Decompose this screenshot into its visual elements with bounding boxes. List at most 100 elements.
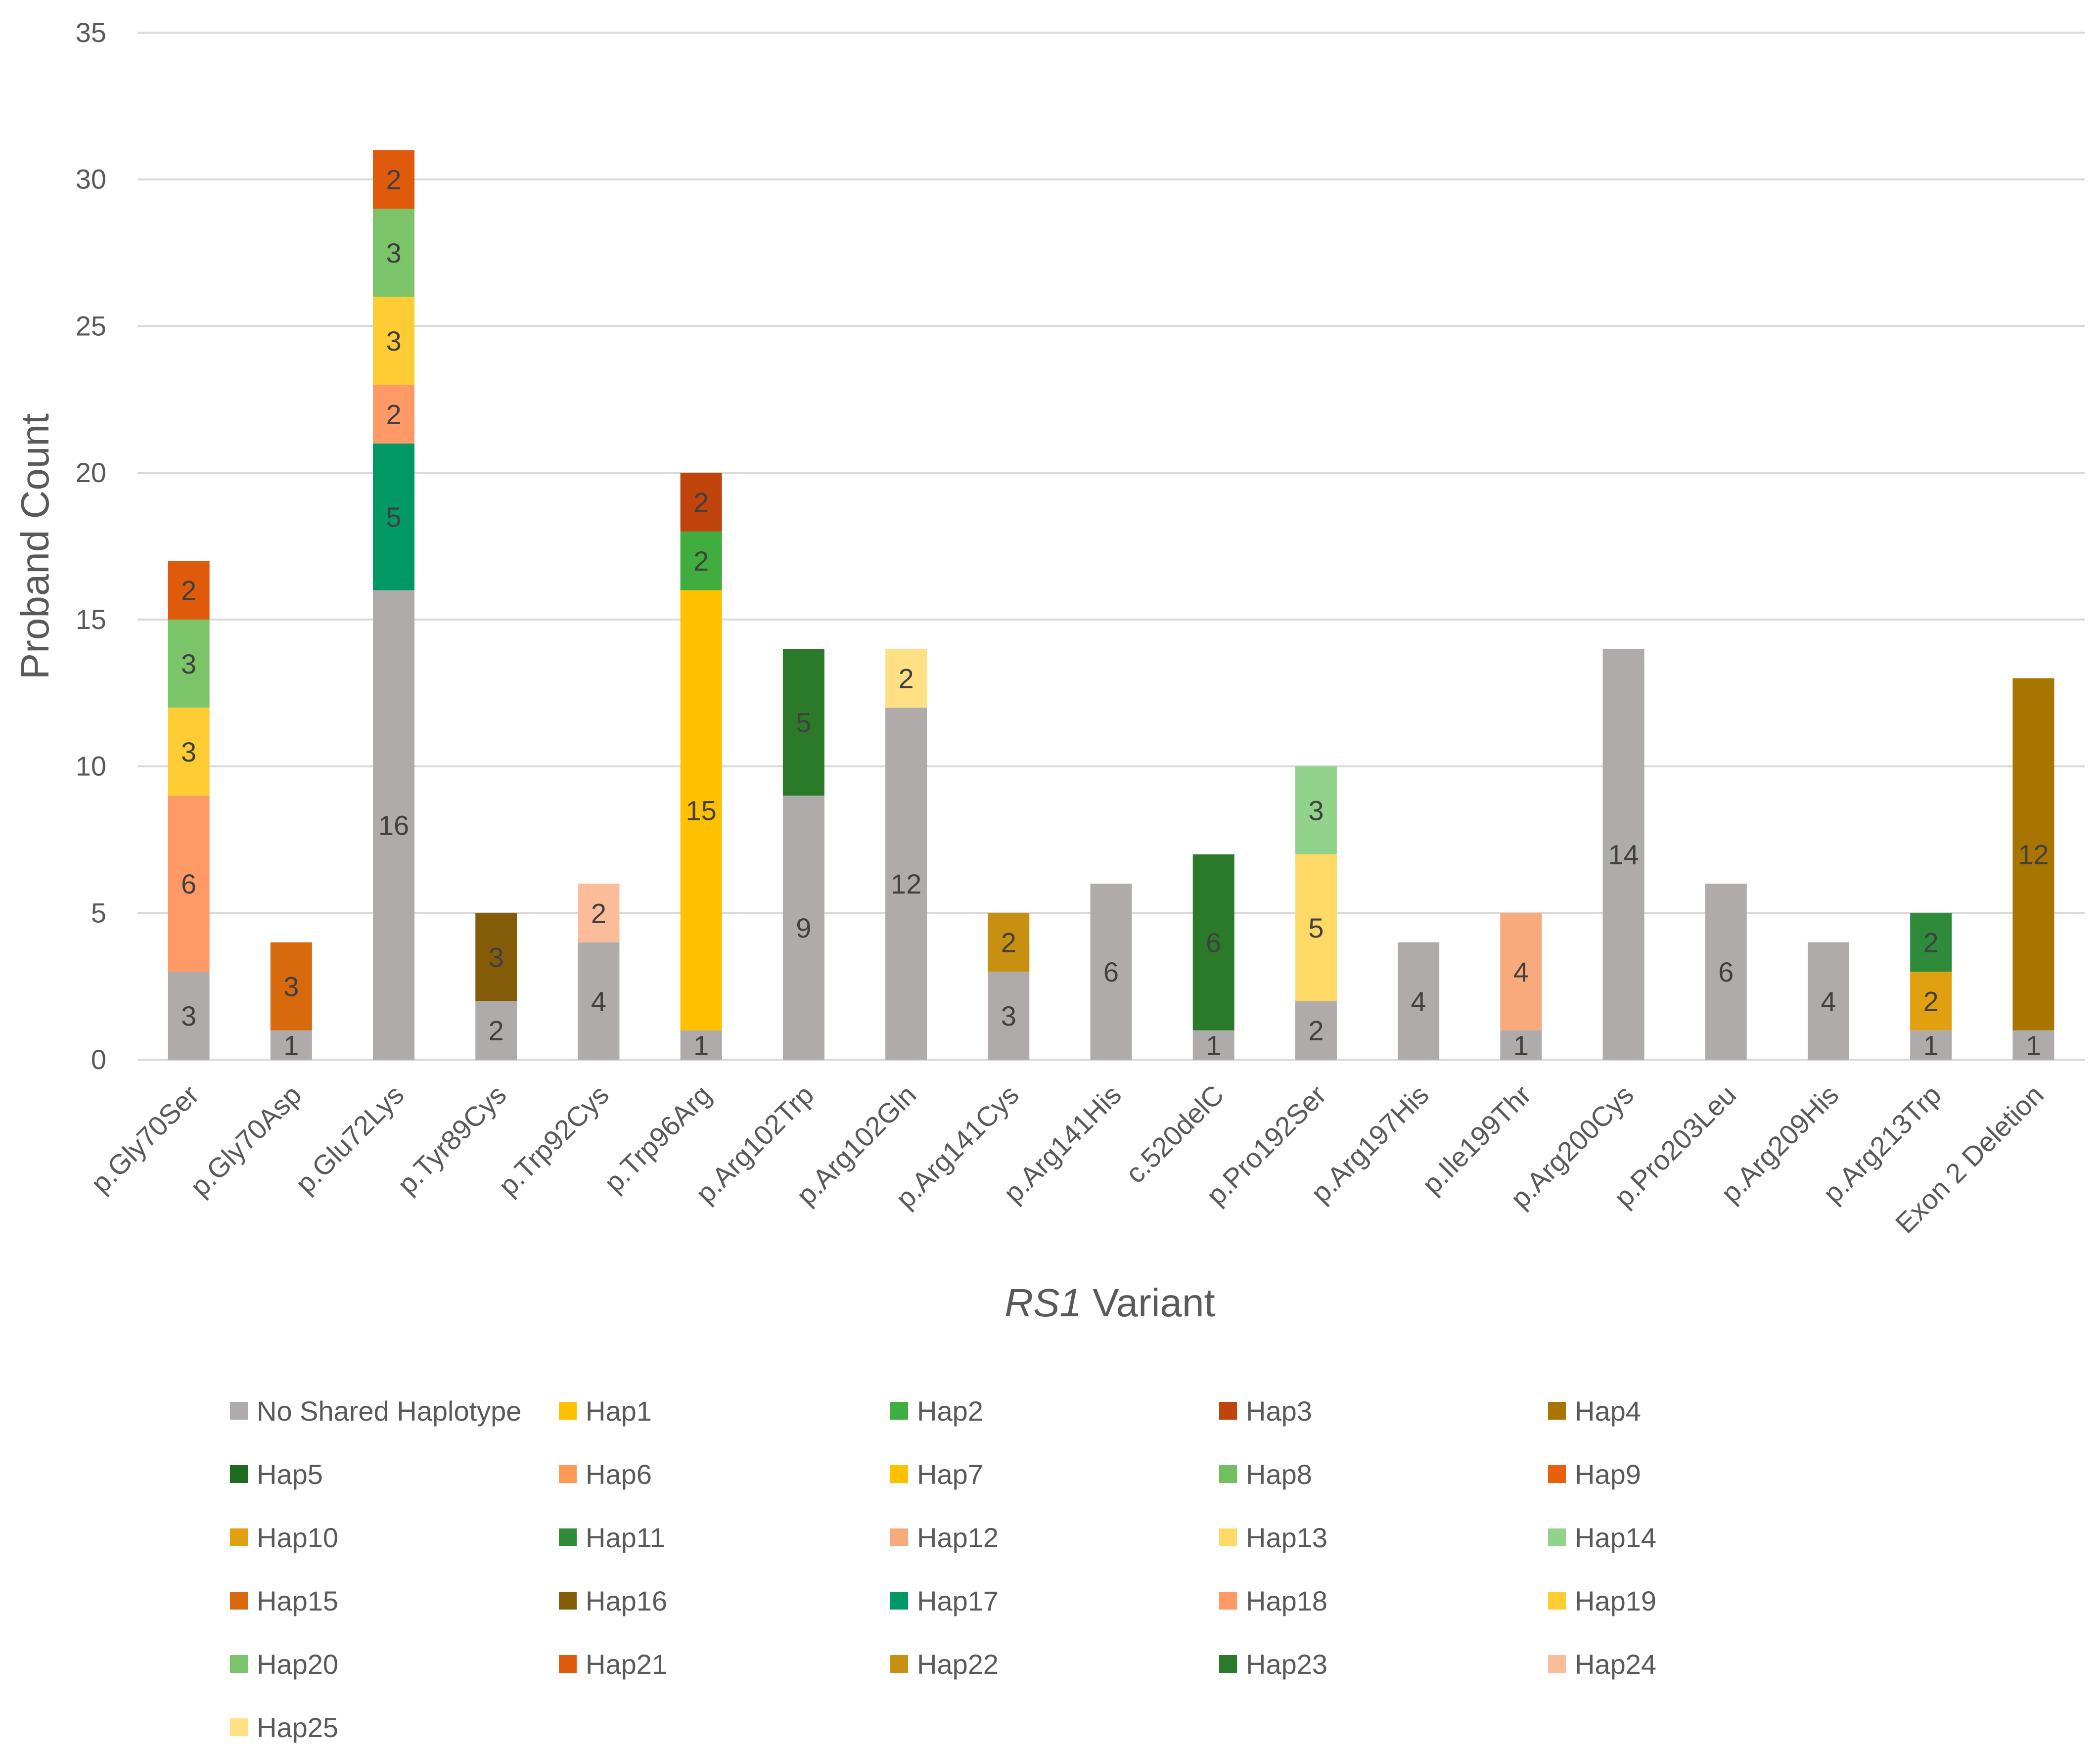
legend-label: Hap15 bbox=[257, 1585, 338, 1616]
data-label: 2 bbox=[1308, 1015, 1324, 1046]
y-tick-label: 15 bbox=[76, 604, 106, 635]
bar-segment bbox=[1295, 1001, 1337, 1060]
data-label: 6 bbox=[1103, 956, 1119, 987]
data-label: 1 bbox=[1923, 1030, 1939, 1061]
legend-swatch bbox=[1548, 1402, 1566, 1420]
data-label: 2 bbox=[386, 164, 401, 195]
legend-label: Hap14 bbox=[1575, 1522, 1656, 1553]
bar-segment bbox=[1602, 649, 1644, 1060]
data-label: 6 bbox=[181, 868, 196, 899]
bar-segment bbox=[680, 590, 722, 1031]
data-label: 2 bbox=[1001, 927, 1016, 958]
x-tick-label: p.Trp92Cys bbox=[492, 1079, 615, 1202]
bar-segment bbox=[168, 561, 210, 620]
legend-label: Hap24 bbox=[1575, 1649, 1656, 1680]
bar-segment bbox=[373, 443, 415, 590]
legend-swatch bbox=[559, 1528, 577, 1546]
data-label: 2 bbox=[693, 487, 709, 518]
data-label: 9 bbox=[796, 912, 811, 943]
legend-swatch bbox=[890, 1655, 908, 1673]
legend-swatch bbox=[230, 1592, 248, 1610]
data-label: 3 bbox=[386, 325, 401, 357]
legend-label: Hap2 bbox=[917, 1395, 983, 1427]
bar-segment bbox=[2012, 678, 2054, 1031]
bar-segment bbox=[578, 883, 620, 942]
data-label: 2 bbox=[591, 897, 606, 929]
data-label: 2 bbox=[1923, 986, 1939, 1017]
data-label: 5 bbox=[796, 707, 811, 738]
legend-label: Hap21 bbox=[586, 1649, 667, 1680]
y-axis-ticks: 0 5 10 15 20 25 30 35 bbox=[76, 17, 106, 1075]
bar-segment bbox=[1910, 913, 1952, 972]
legend-label: Hap17 bbox=[917, 1585, 999, 1616]
data-label: 2 bbox=[899, 663, 914, 694]
data-label: 3 bbox=[181, 1000, 196, 1031]
legend-swatch bbox=[1548, 1655, 1566, 1673]
bar-segment bbox=[168, 795, 210, 972]
legend-swatch bbox=[230, 1402, 248, 1420]
data-label: 4 bbox=[1411, 986, 1426, 1017]
legend-label: Hap18 bbox=[1246, 1585, 1327, 1616]
legend-swatch bbox=[230, 1655, 248, 1673]
legend-label: Hap19 bbox=[1575, 1585, 1656, 1616]
legend-swatch bbox=[1219, 1402, 1237, 1420]
x-tick-label: p.Glu72Lys bbox=[289, 1079, 410, 1199]
bar-segment bbox=[373, 150, 415, 209]
data-label: 16 bbox=[378, 809, 409, 841]
bar-segment bbox=[1500, 913, 1542, 1031]
data-label: 4 bbox=[1513, 956, 1529, 987]
bar-segment bbox=[1910, 971, 1952, 1031]
data-label: 6 bbox=[1206, 927, 1221, 958]
data-label: 3 bbox=[1001, 1000, 1016, 1031]
bar-segment bbox=[578, 942, 620, 1060]
x-tick-label: c.520delC bbox=[1119, 1079, 1230, 1189]
bar-segment bbox=[1295, 766, 1337, 854]
bar-segment bbox=[2012, 1030, 2054, 1060]
legend-swatch bbox=[1219, 1528, 1237, 1546]
legend-swatch bbox=[559, 1655, 577, 1673]
data-label: 1 bbox=[2026, 1030, 2041, 1061]
data-label: 6 bbox=[1718, 956, 1734, 987]
data-label: 12 bbox=[891, 868, 921, 899]
legend-swatch bbox=[559, 1465, 577, 1483]
legend-label: Hap12 bbox=[917, 1522, 999, 1553]
bar-segment bbox=[475, 913, 517, 1001]
x-axis-title-italic: RS1 bbox=[1004, 1281, 1082, 1325]
data-label: 5 bbox=[386, 501, 401, 533]
data-label: 5 bbox=[1308, 912, 1324, 943]
bar-segment bbox=[475, 1001, 517, 1060]
data-label: 3 bbox=[1308, 795, 1324, 826]
legend-swatch bbox=[559, 1592, 577, 1610]
data-label: 2 bbox=[386, 399, 401, 430]
bar-segment bbox=[1807, 942, 1849, 1060]
data-label: 1 bbox=[1206, 1030, 1221, 1061]
y-tick-label: 30 bbox=[76, 164, 106, 195]
data-label: 3 bbox=[386, 237, 401, 269]
legend-label: Hap20 bbox=[257, 1649, 338, 1680]
y-tick-label: 20 bbox=[76, 457, 106, 488]
legend-swatch bbox=[890, 1592, 908, 1610]
legend-swatch bbox=[890, 1528, 908, 1546]
bar-segment bbox=[885, 707, 927, 1060]
bar-segment bbox=[373, 297, 415, 385]
bar-segment bbox=[988, 913, 1030, 972]
y-tick-label: 25 bbox=[76, 310, 106, 341]
data-label: 1 bbox=[693, 1030, 709, 1061]
data-label: 4 bbox=[1821, 986, 1836, 1017]
data-label: 14 bbox=[1608, 839, 1639, 870]
bar-segment bbox=[680, 531, 722, 590]
data-label: 3 bbox=[181, 736, 196, 767]
y-tick-label: 5 bbox=[91, 897, 106, 928]
bar-segment bbox=[988, 971, 1030, 1060]
gridlines bbox=[137, 32, 2085, 1061]
legend-swatch bbox=[1548, 1465, 1566, 1483]
data-label: 2 bbox=[1923, 927, 1939, 958]
data-label: 2 bbox=[181, 575, 196, 606]
legend-swatch bbox=[1219, 1592, 1237, 1610]
legend-label: Hap16 bbox=[586, 1585, 667, 1616]
data-label: 3 bbox=[283, 971, 299, 1002]
legend-label: Hap8 bbox=[1246, 1459, 1312, 1490]
data-label: 2 bbox=[489, 1015, 504, 1046]
legend-swatch bbox=[890, 1402, 908, 1420]
bar-segment bbox=[168, 619, 210, 708]
